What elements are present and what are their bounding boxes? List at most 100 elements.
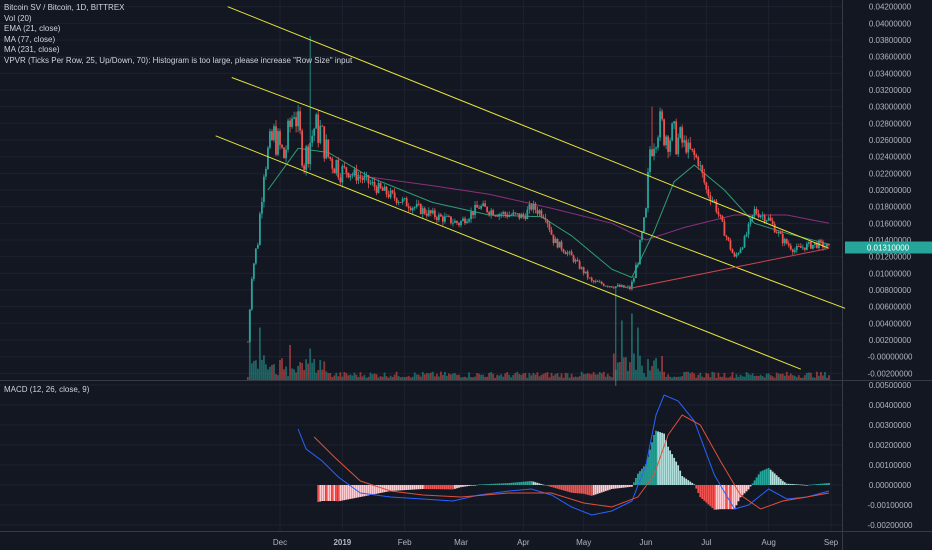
macd-histogram-bar (681, 476, 684, 485)
candle-body (283, 147, 285, 159)
volume-bar (357, 377, 360, 380)
volume-bar (639, 355, 641, 380)
candle-body (510, 215, 513, 216)
candle-body (812, 244, 814, 249)
macd-histogram-bar (826, 483, 828, 485)
macd-histogram-bar (393, 485, 396, 491)
legend-ma231[interactable]: MA (231, close) (4, 45, 60, 54)
volume-bar (637, 327, 639, 380)
candle-body (828, 244, 830, 245)
volume-bar (695, 377, 698, 380)
volume-bar (470, 377, 472, 380)
volume-bar (814, 377, 816, 380)
macd-histogram-bar (492, 483, 495, 485)
macd-histogram-bar (586, 485, 589, 495)
macd-histogram-bar (572, 485, 575, 493)
legend-vol[interactable]: Vol (20) (4, 13, 32, 23)
macd-histogram-bar (669, 450, 672, 485)
macd-histogram-bar (528, 481, 531, 485)
candle-body (490, 210, 493, 215)
volume-bar (293, 369, 295, 380)
candle-body (389, 190, 392, 198)
candle-body (713, 200, 716, 202)
candle-body (480, 205, 482, 209)
volume-bar (818, 375, 820, 380)
candle-body (401, 198, 404, 203)
volume-bar (315, 372, 318, 380)
macd-legend[interactable]: MACD (12, 26, close, 9) (4, 385, 90, 394)
volume-bar (285, 366, 287, 380)
candle-body (542, 216, 545, 218)
macd-histogram-bar (534, 482, 537, 485)
volume-bar (755, 375, 758, 380)
candle-body (761, 215, 764, 217)
candle-body (614, 286, 617, 289)
macd-histogram-bar (787, 483, 790, 485)
candle-body (568, 251, 571, 253)
price-tick-label: 0.01400000 (869, 236, 912, 245)
candle-body (311, 135, 314, 143)
candle-body (522, 214, 525, 217)
volume-bar (761, 376, 764, 380)
macd-histogram-bar (355, 485, 358, 498)
candle-body (339, 177, 342, 183)
volume-bar (707, 373, 710, 380)
candle-body (427, 210, 430, 216)
macd-histogram-bar (633, 482, 635, 485)
candle-body (397, 202, 400, 203)
price-tick-label: 0.00400000 (869, 319, 912, 328)
axes: 0.04200000 0.04000000 0.03800000 0.03600000… (273, 3, 932, 547)
macd-histogram-bar (673, 457, 676, 485)
legend-ema[interactable]: EMA (21, close) (4, 24, 61, 33)
macd-histogram-bar (771, 471, 774, 485)
candle-body (635, 264, 637, 279)
volume-bar (779, 373, 782, 380)
macd-histogram-bar (337, 485, 340, 502)
candle-body (508, 215, 511, 217)
macd-histogram-bar (649, 449, 651, 485)
macd-histogram-bar (433, 485, 436, 490)
trendlines[interactable] (215, 6, 846, 370)
macd-histogram-bar (530, 481, 533, 485)
volume-bar (367, 376, 370, 380)
volume-bar (705, 373, 708, 380)
macd-histogram-bar (353, 485, 356, 499)
legend-vpvr[interactable]: VPVR (Ticks Per Row, 25, Up/Down, 70): H… (4, 55, 353, 65)
macd-histogram-bar (369, 485, 372, 495)
time-tick-label: Sep (824, 538, 839, 547)
macd-histogram-bar (602, 485, 605, 492)
volume-bar (602, 371, 605, 380)
candle-body (807, 241, 810, 244)
volume-bar (397, 376, 400, 380)
macd-histogram-bar (417, 485, 420, 490)
candle-body (618, 284, 621, 287)
macd-histogram-bar (753, 480, 756, 485)
legend-ma77[interactable]: MA (77, close) (4, 34, 56, 44)
symbol-title[interactable]: Bitcoin SV / Bitcoin, 1D, BITTREX (4, 3, 125, 12)
macd-histogram-bar (749, 485, 752, 487)
volume-bar (765, 373, 768, 380)
macd-histogram-bar (777, 477, 780, 485)
macd-histogram-bar (564, 485, 567, 492)
volume-bar (572, 377, 575, 380)
volume-bar (733, 377, 736, 380)
macd-histogram-bar (805, 485, 808, 486)
candle-body (733, 253, 736, 257)
volume-bar (594, 374, 597, 380)
volume-bar (727, 377, 730, 380)
candle-body (323, 126, 326, 159)
candle-body (299, 111, 302, 131)
volume-bar (331, 377, 334, 380)
volume-bar (307, 363, 310, 380)
macd-histogram-bar (671, 454, 674, 485)
macd-histogram-bar (745, 485, 748, 492)
macd-histogram-bar (751, 483, 754, 485)
candle-body (448, 215, 450, 217)
candle-body (275, 126, 277, 155)
volume-bar (319, 359, 322, 380)
volume-bar (383, 372, 386, 380)
candle-body (799, 246, 802, 248)
macd-histogram-bar (429, 485, 432, 490)
candle-body (584, 271, 587, 274)
